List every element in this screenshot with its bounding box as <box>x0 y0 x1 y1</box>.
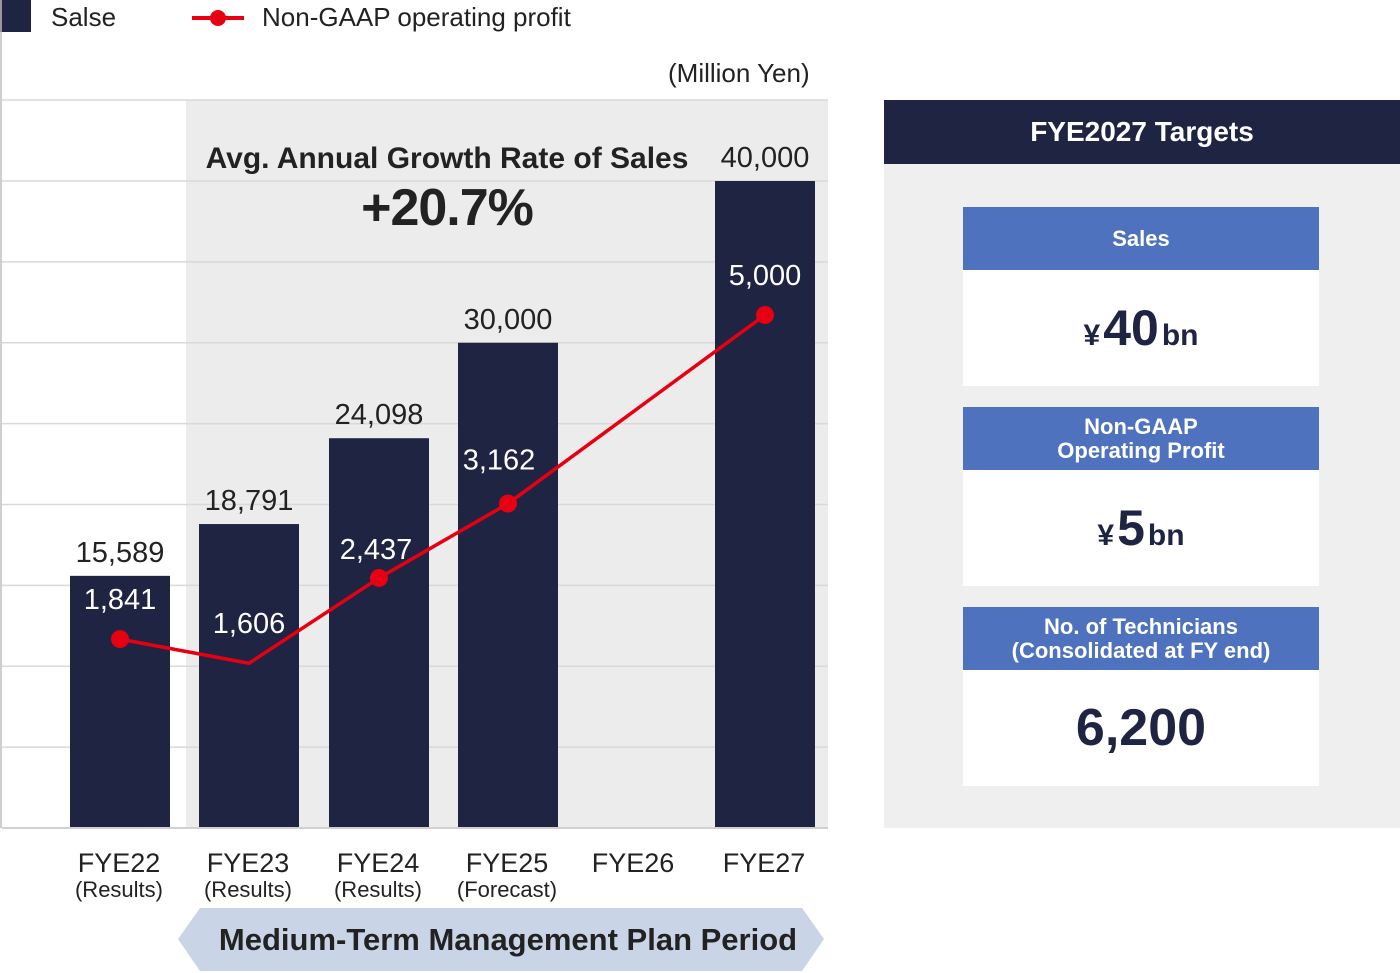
profit-yen-sign: ¥ <box>1097 519 1115 552</box>
category-label: FYE25 <box>466 848 549 878</box>
profit-target-label-line1: Non-GAAP <box>1084 413 1198 439</box>
profit-point <box>756 306 774 324</box>
profit-value-label: 1,606 <box>213 608 286 640</box>
legend-profit-label: Non-GAAP operating profit <box>262 2 571 32</box>
technicians-target-header: No. of Technicians (Consolidated at FY e… <box>963 607 1319 670</box>
sales-bar <box>715 181 815 828</box>
sales-bar <box>199 524 299 828</box>
sales-bar <box>329 438 429 828</box>
unit-label: (Million Yen) <box>668 58 810 88</box>
growth-rate-title: Avg. Annual Growth Rate of Sales <box>205 142 689 175</box>
profit-target-label-line2: Operating Profit <box>1057 437 1225 463</box>
profit-point <box>111 630 129 649</box>
profit-target-number: 5 <box>1117 500 1145 556</box>
sales-profit-chart: 15,589 18,791 24,098 30,000 40,000 1,841 1,606… <box>0 0 828 902</box>
category-label: FYE27 <box>723 848 806 878</box>
sales-value-label: 15,589 <box>76 537 165 569</box>
technicians-label-line2: (Consolidated at FY end) <box>1011 637 1271 663</box>
sales-bar <box>458 342 558 828</box>
sales-value-label: 40,000 <box>721 142 810 174</box>
category-sublabel: (Results) <box>204 877 292 902</box>
profit-value-label: 5,000 <box>729 260 802 292</box>
legend-sales-swatch <box>0 0 31 32</box>
plan-period-banner <box>178 908 824 971</box>
sales-bar <box>70 575 170 828</box>
sales-target-label: Sales <box>1112 225 1170 251</box>
category-label: FYE24 <box>337 848 420 878</box>
profit-point <box>370 568 388 587</box>
profit-value-label: 1,841 <box>84 584 157 616</box>
sales-target-header: Sales <box>963 207 1319 270</box>
category-sublabel: (Forecast) <box>457 877 557 902</box>
sales-value-label: 30,000 <box>464 304 553 336</box>
profit-point <box>499 494 517 513</box>
category-sublabel: (Results) <box>334 877 422 902</box>
sales-yen-sign: ¥ <box>1083 319 1101 352</box>
technicians-target-number: 6,200 <box>1075 699 1207 757</box>
category-label: FYE22 <box>78 848 161 878</box>
targets-title: FYE2027 Targets <box>884 100 1400 164</box>
category-sublabel: (Results) <box>75 877 163 902</box>
sales-value-label: 24,098 <box>335 399 424 431</box>
profit-target-header: Non-GAAP Operating Profit <box>963 407 1319 470</box>
sales-target-number: 40 <box>1103 300 1159 356</box>
profit-target-unit: bn <box>1147 519 1185 552</box>
profit-value-label: 2,437 <box>340 534 413 566</box>
plan-period-label: Medium-Term Management Plan Period <box>218 922 798 957</box>
technicians-target-value: 6,200 <box>963 670 1319 786</box>
profit-target-value: ¥ 5 bn <box>963 470 1319 586</box>
legend-profit-swatch <box>192 10 244 26</box>
technicians-label-line1: No. of Technicians <box>1044 613 1238 639</box>
sales-target-unit: bn <box>1161 319 1199 352</box>
sales-value-label: 18,791 <box>205 485 294 517</box>
category-label: FYE26 <box>592 848 675 878</box>
profit-value-label: 3,162 <box>463 445 536 477</box>
category-label: FYE23 <box>207 848 290 878</box>
sales-target-value: ¥ 40 bn <box>963 270 1319 386</box>
legend-sales-label: Salse <box>51 2 117 32</box>
growth-rate-value: +20.7% <box>361 179 534 237</box>
